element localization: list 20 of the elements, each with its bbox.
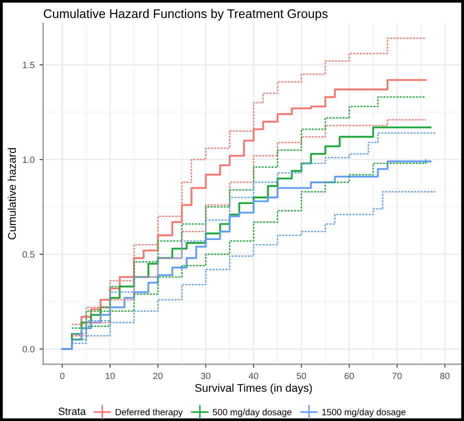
chart-title: Cumulative Hazard Functions by Treatment Groups <box>44 8 328 21</box>
x-axis-title: Survival Times (in days) <box>195 384 312 394</box>
x-tick-label: 80 <box>440 372 450 380</box>
legend-title: Strata <box>58 408 86 416</box>
legend-label: 500 mg/day dosage <box>212 408 292 418</box>
x-tick-label: 40 <box>248 372 258 380</box>
legend-label: Deferred therapy <box>116 408 183 418</box>
x-tick-label: 50 <box>296 372 306 380</box>
x-tick-label: 0 <box>60 372 64 380</box>
x-tick-label: 20 <box>153 372 163 380</box>
y-tick-label: 1.5 <box>22 62 34 68</box>
x-tick-label: 70 <box>392 372 402 380</box>
y-tick-label: 0.5 <box>22 251 34 258</box>
y-axis-title: Cumulative hazard <box>8 148 16 240</box>
x-tick-label: 30 <box>201 372 210 380</box>
y-tick-label: 0.0 <box>22 346 34 352</box>
x-tick-label: 60 <box>344 372 354 380</box>
x-tick-label: 10 <box>106 372 115 380</box>
legend-label: 1500 mg/day dosage <box>322 408 406 418</box>
y-tick-label: 1.0 <box>22 156 34 163</box>
